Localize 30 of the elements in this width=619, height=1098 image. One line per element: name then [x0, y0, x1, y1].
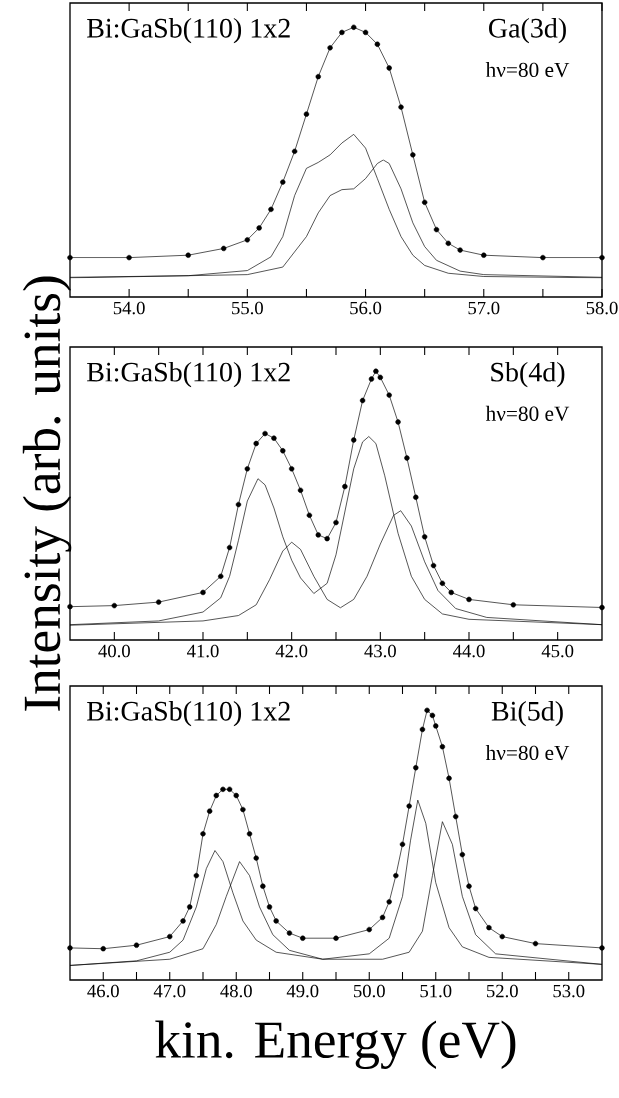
- x-tick-label: 48.0: [220, 984, 252, 998]
- annotation: Sb(4d): [491, 361, 565, 388]
- annotation: hν=80 eV: [485, 62, 570, 78]
- annotation: Ga(3d): [489, 17, 566, 44]
- x-tick-label: 42.0: [275, 644, 308, 658]
- x-tick-label: 52.0: [487, 984, 518, 998]
- x-tick-label: 55.0: [232, 301, 263, 315]
- annotation: Bi:GaSb(110) 1x2: [87, 17, 290, 44]
- x-tick-label: 51.0: [420, 984, 452, 998]
- x-tick-label: 53.0: [553, 984, 585, 998]
- x-tick-label: 46.0: [87, 984, 119, 998]
- x-tick-label: 56.0: [350, 301, 382, 315]
- x-tick-label: 49.0: [286, 984, 319, 998]
- x-tick-label: 40.0: [98, 644, 130, 658]
- x-axis-title: kin. Energy (eV): [155, 1020, 516, 1070]
- x-tick-label: 57.0: [468, 301, 500, 315]
- x-tick-label: 50.0: [354, 984, 385, 998]
- x-tick-label: 43.0: [364, 644, 396, 658]
- annotation: Bi(5d): [491, 700, 563, 727]
- x-tick-label: 54.0: [113, 301, 145, 315]
- x-tick-label: 47.0: [153, 984, 186, 998]
- x-tick-label: 44.0: [453, 644, 485, 658]
- y-axis-title: Intensity (arb. units): [22, 276, 72, 711]
- x-tick-label: 45.0: [541, 644, 574, 658]
- annotation: hν=80 eV: [485, 405, 570, 421]
- x-tick-label: 41.0: [187, 644, 219, 658]
- annotation: Bi:GaSb(110) 1x2: [87, 700, 290, 727]
- annotation: hν=80 eV: [485, 745, 570, 761]
- annotation: Bi:GaSb(110) 1x2: [87, 361, 290, 388]
- x-tick-label: 58.0: [586, 301, 618, 315]
